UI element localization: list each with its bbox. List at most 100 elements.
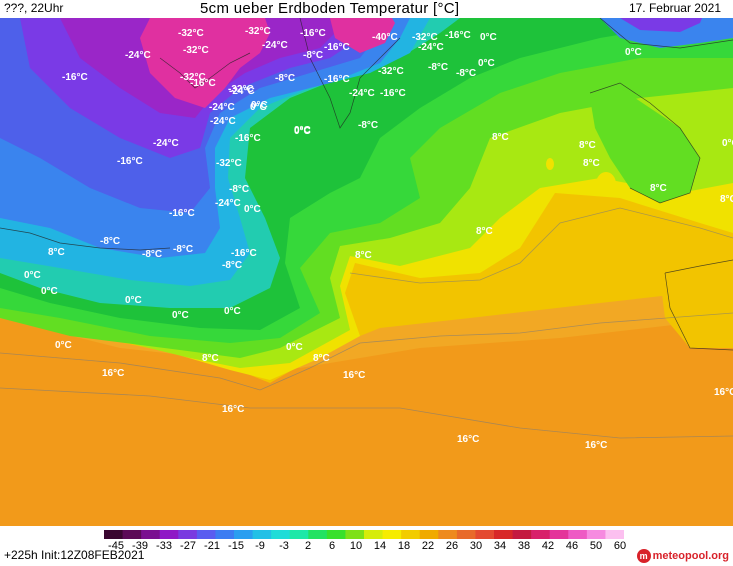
colorbar-tick-label: 6 bbox=[328, 540, 336, 552]
temperature-label: -8°C bbox=[428, 62, 448, 73]
colorbar-tick-label: -39 bbox=[132, 540, 148, 552]
temperature-label: -8°C bbox=[456, 68, 476, 79]
run-init-label: +225h Init:12Z08FEB2021 bbox=[4, 548, 145, 562]
temperature-label: -16°C bbox=[190, 78, 216, 89]
temperature-label: 0°C bbox=[55, 340, 72, 351]
colorbar-tick-label: -27 bbox=[180, 540, 196, 552]
temperature-label: -40°C bbox=[372, 32, 398, 43]
brand-link[interactable]: m meteopool.org bbox=[636, 549, 729, 563]
temperature-label: 0°C bbox=[125, 295, 142, 306]
temperature-label: -16°C bbox=[324, 74, 350, 85]
temperature-label: -16°C bbox=[445, 30, 471, 41]
temperature-label: -16°C bbox=[62, 72, 88, 83]
colorbar-svg bbox=[104, 530, 624, 539]
temperature-label: 0°C bbox=[294, 126, 311, 137]
colorbar-tick-label: 14 bbox=[373, 540, 387, 552]
temperature-label: 0°C bbox=[244, 204, 261, 215]
temperature-label: -24°C bbox=[210, 116, 236, 127]
colorbar-tick-label: 38 bbox=[517, 540, 531, 552]
run-day-label: ???, 22Uhr bbox=[4, 1, 64, 15]
temperature-label: -32°C bbox=[228, 84, 254, 95]
temperature-label: 16°C bbox=[585, 440, 607, 451]
colorbar-swatch bbox=[456, 530, 476, 539]
temperature-label: -16°C bbox=[169, 208, 195, 219]
temperature-label: -32°C bbox=[178, 28, 204, 39]
temperature-label: -24°C bbox=[262, 40, 288, 51]
colorbar-tick-label: -9 bbox=[255, 540, 265, 552]
temperature-label: -16°C bbox=[300, 28, 326, 39]
temperature-label: 8°C bbox=[313, 353, 330, 364]
temperature-label: 8°C bbox=[583, 158, 600, 169]
colorbar-swatch bbox=[308, 530, 328, 539]
isotherm-lines bbox=[0, 207, 733, 439]
temperature-label: 0°C bbox=[224, 306, 241, 317]
colorbar-swatch bbox=[326, 530, 346, 539]
temperature-label: -8°C bbox=[229, 184, 249, 195]
colorbar-tick-label: -15 bbox=[228, 540, 244, 552]
temperature-label: -8°C bbox=[358, 120, 378, 131]
colorbar-tick-label: 18 bbox=[397, 540, 411, 552]
colorbar-swatch bbox=[104, 530, 124, 539]
temperature-label: 8°C bbox=[650, 183, 667, 194]
region-iberia bbox=[660, 263, 733, 348]
temperature-label: -24°C bbox=[215, 198, 241, 209]
colorbar bbox=[104, 530, 624, 539]
colorbar-swatch bbox=[438, 530, 458, 539]
temperature-label: 0°C bbox=[478, 58, 495, 69]
colorbar-swatch bbox=[568, 530, 588, 539]
temperature-label: 0°C bbox=[251, 100, 268, 111]
colorbar-tick-label: 34 bbox=[493, 540, 507, 552]
temperature-label: -16°C bbox=[380, 88, 406, 99]
colorbar-swatch bbox=[549, 530, 569, 539]
temperature-label: 8°C bbox=[720, 194, 733, 205]
meteopool-logo-icon: m bbox=[636, 549, 651, 563]
colorbar-swatch bbox=[196, 530, 216, 539]
map-title: 5cm ueber Erdboden Temperatur [°C] bbox=[200, 0, 460, 17]
temperature-label: -8°C bbox=[303, 50, 323, 61]
forecast-date: 17. Februar 2021 bbox=[628, 1, 721, 15]
temperature-label: 0°C bbox=[294, 125, 311, 136]
temperature-label: 8°C bbox=[476, 226, 493, 237]
temperature-label: -8°C bbox=[275, 73, 295, 84]
region-magenta bbox=[140, 18, 270, 108]
colorbar-swatch bbox=[345, 530, 365, 539]
temperature-label: -32°C bbox=[245, 26, 271, 37]
temperature-labels: -32°C -32°C -16°C -40°C -32°C -16°C 0°C-24°C -3… bbox=[24, 26, 733, 451]
colorbar-swatch bbox=[141, 530, 161, 539]
temperature-label: -32°C bbox=[412, 32, 438, 43]
colorbar-tick-label: 42 bbox=[541, 540, 555, 552]
temperature-label: -24°C bbox=[209, 102, 235, 113]
temperature-label: -16°C bbox=[324, 42, 350, 53]
region-northeast-cold-2 bbox=[620, 18, 702, 32]
region-yellow-spot bbox=[596, 172, 616, 196]
temperature-label: -8°C bbox=[142, 249, 162, 260]
temperature-map: -32°C -32°C -16°C -40°C -32°C -16°C 0°C -24°C -3… bbox=[0, 18, 733, 526]
temperature-label: 0°C bbox=[625, 47, 642, 58]
colorbar-swatch bbox=[475, 530, 495, 539]
temperature-label: -24°C bbox=[418, 42, 444, 53]
temperature-label: -16°C bbox=[117, 156, 143, 167]
temperature-label: 0°C bbox=[480, 32, 497, 43]
colorbar-swatch bbox=[401, 530, 421, 539]
map-svg: -32°C -32°C -16°C -40°C -32°C -16°C 0°C-24°C -3… bbox=[0, 18, 733, 526]
colorbar-swatch bbox=[252, 530, 272, 539]
temperature-label: 16°C bbox=[343, 370, 365, 381]
colorbar-ticks: -45 -39 -33 -27 -21 -15 -9 -3 2 6 10 14 18 22 26 30 34 38… bbox=[104, 540, 644, 554]
colorbar-tick-label: 22 bbox=[421, 540, 435, 552]
colorbar-tick-label: 46 bbox=[565, 540, 579, 552]
temperature-label: 16°C bbox=[714, 387, 733, 398]
colorbar-swatch bbox=[419, 530, 439, 539]
temperature-label: 8°C bbox=[492, 132, 509, 143]
colorbar-tick-label: 2 bbox=[304, 540, 312, 552]
colorbar-swatch bbox=[605, 530, 624, 539]
temperature-label: -8°C bbox=[100, 236, 120, 247]
colorbar-swatch bbox=[364, 530, 384, 539]
temperature-label: -8°C bbox=[222, 260, 242, 271]
temperature-label: -24°C bbox=[153, 138, 179, 149]
temperature-label: 0°C bbox=[24, 270, 41, 281]
temperature-label: -32°C bbox=[216, 158, 242, 169]
temperature-label: -24°C bbox=[349, 88, 375, 99]
colorbar-tick-label: -21 bbox=[204, 540, 220, 552]
temperature-label: 16°C bbox=[457, 434, 479, 445]
colorbar-swatch bbox=[586, 530, 606, 539]
